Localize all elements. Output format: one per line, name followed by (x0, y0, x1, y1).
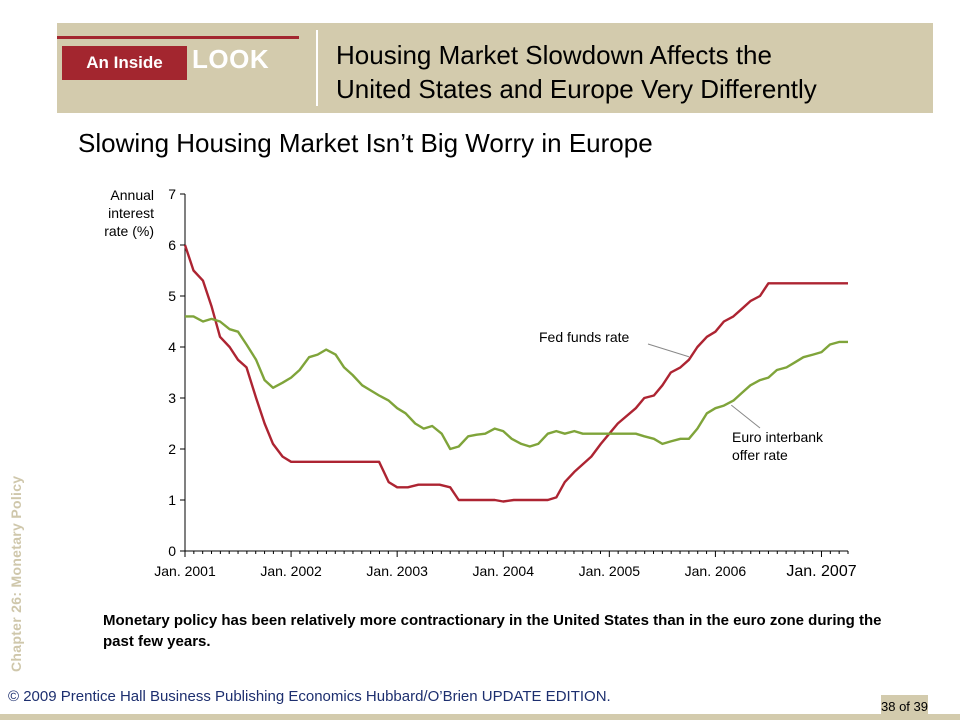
x-tick-label: Jan. 2007 (786, 563, 856, 580)
fed-funds-leader (647, 343, 690, 358)
x-tick-label: Jan. 2005 (579, 563, 641, 579)
look-label: LOOK (192, 44, 270, 74)
y-tick-label: 3 (168, 390, 176, 406)
page-title-line1: Housing Market Slowdown Affects the (336, 40, 772, 70)
chapter-side-label: Chapter 26: Monetary Policy (8, 475, 24, 672)
header-accent-line (57, 36, 299, 39)
x-tick-label: Jan. 2006 (685, 563, 747, 579)
euro-annotation-line: offer rate (732, 447, 788, 463)
y-axis-label-line: Annual (110, 187, 154, 203)
fed-funds-line (183, 244, 848, 503)
page-title-line2: United States and Europe Very Differentl… (336, 74, 817, 104)
y-axis-label-line: rate (%) (104, 223, 154, 239)
euro-annotation-line: Euro interbank (732, 429, 824, 445)
x-tick-label: Jan. 2004 (472, 563, 534, 579)
header-divider (316, 30, 318, 106)
y-tick-label: 0 (168, 543, 176, 559)
x-tick-label: Jan. 2002 (260, 563, 322, 579)
figure-caption: Monetary policy has been relatively more… (103, 612, 882, 650)
euro-interbank-line (185, 315, 848, 451)
page-number: 38 of 39 (881, 695, 928, 717)
footer-band (0, 714, 960, 720)
x-tick-label: Jan. 2001 (154, 563, 216, 579)
y-tick-label: 1 (168, 492, 176, 508)
y-tick-label: 5 (168, 288, 176, 304)
euro-interbank-annotation: Euro interbank offer rate (732, 428, 823, 464)
fed-funds-annotation: Fed funds rate (539, 329, 630, 345)
y-tick-label: 2 (168, 441, 176, 457)
copyright-footer: © 2009 Prentice Hall Business Publishing… (8, 688, 611, 705)
y-axis-label-line: interest (108, 205, 154, 221)
chart-subtitle: Slowing Housing Market Isn’t Big Worry i… (78, 128, 653, 158)
an-inside-badge: An Inside (62, 46, 187, 80)
y-tick-label: 6 (168, 237, 176, 253)
x-tick-label: Jan. 2003 (366, 563, 428, 579)
euro-interbank-leader (730, 404, 761, 429)
y-tick-label: 4 (168, 339, 176, 355)
y-axis-label: Annual interest rate (%) (84, 186, 154, 240)
page-title: Housing Market Slowdown Affects the Unit… (336, 38, 926, 106)
y-tick-label: 7 (168, 186, 176, 202)
